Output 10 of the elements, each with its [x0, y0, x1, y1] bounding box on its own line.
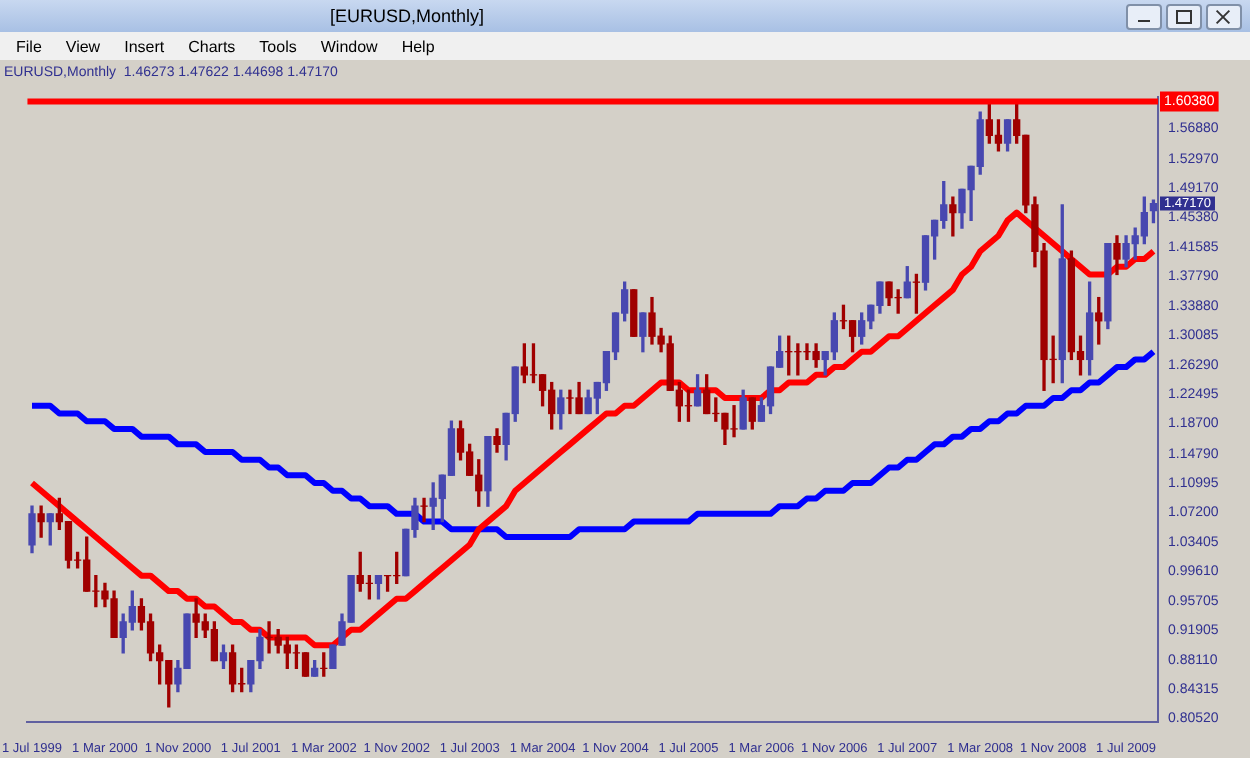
text: View — [65, 37, 101, 55]
text: File — [16, 37, 42, 55]
candlestick — [630, 289, 638, 337]
chart-title: [EURUSD,Monthly] — [330, 6, 485, 26]
text: Window — [320, 37, 378, 55]
text: Tools — [259, 37, 297, 55]
text: Help — [401, 37, 435, 55]
text: Insert — [124, 37, 165, 55]
candlestick — [301, 652, 310, 677]
text: Charts — [188, 37, 236, 55]
